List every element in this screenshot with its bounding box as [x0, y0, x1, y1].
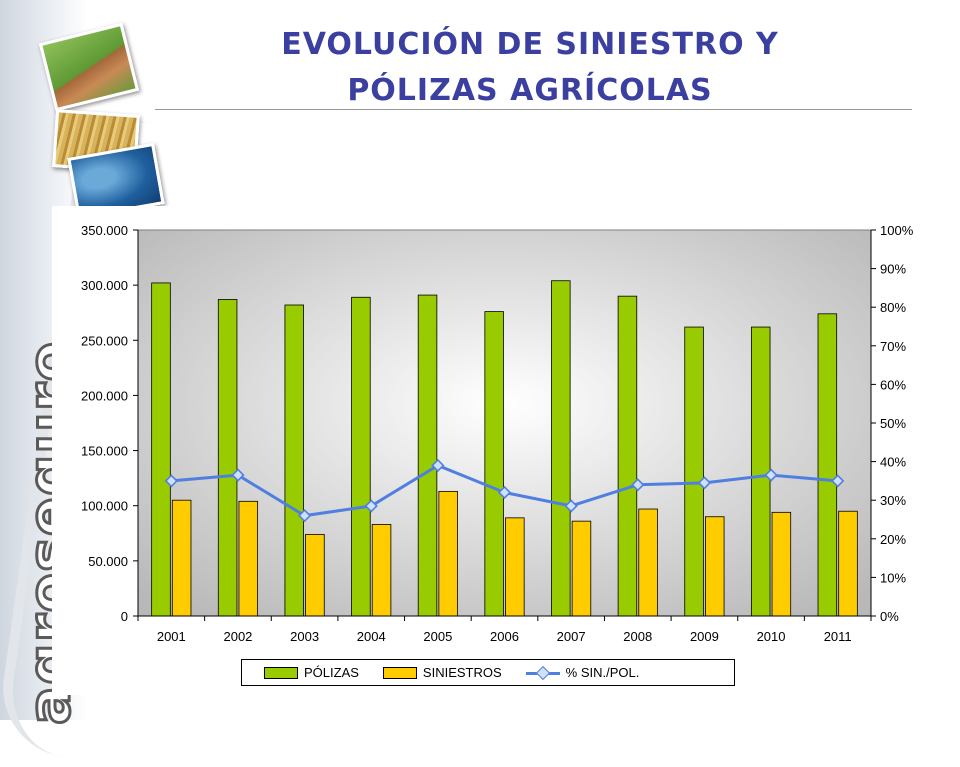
ratio-point-2001 [164, 474, 178, 488]
ratio-point-2004 [364, 499, 378, 513]
y-right-tick-label: 10% [880, 570, 906, 585]
y-right-tick-label: 90% [880, 262, 906, 277]
bar-siniestros-2005 [438, 490, 458, 617]
ratio-point-2002 [231, 468, 245, 482]
y-right-tick-label: 50% [880, 416, 906, 431]
bar-polizas-2009 [684, 326, 704, 617]
title-line-1: EVOLUCIÓN DE SINIESTRO Y [281, 27, 779, 62]
legend-swatch-polizas [264, 666, 298, 679]
y-left-tick-label: 300.000 [81, 278, 128, 293]
combo-chart: 2001 2002 2003 2004 2005 2006 2007 2008 2009 2010… [81, 223, 914, 644]
y-left-tick-label: 0 [121, 609, 128, 624]
plot-area [137, 229, 872, 617]
y-right-tick-label: 60% [880, 377, 906, 392]
bar-polizas-2011 [817, 313, 838, 617]
y-right-tick-label: 30% [880, 493, 906, 508]
x-tick-label-2007: 2007 [557, 629, 586, 644]
x-tick-label-2001: 2001 [157, 629, 186, 644]
y-right-tick-label: 80% [880, 300, 906, 315]
legend-item-ratio: % SIN./POL. [525, 665, 640, 680]
bar-polizas-2008 [617, 295, 638, 617]
x-tick-label-2004: 2004 [357, 629, 386, 644]
legend-label-ratio: % SIN./POL. [565, 665, 640, 680]
title-divider [155, 109, 912, 110]
y-left-tick-label: 150.000 [81, 444, 128, 459]
legend-swatch-siniestros [382, 666, 417, 679]
bar-polizas-2010 [750, 326, 771, 617]
bar-siniestros-2010 [771, 511, 792, 617]
y-left-tick-label: 250.000 [81, 333, 128, 348]
bar-polizas-2003 [284, 304, 304, 617]
bar-polizas-2002 [217, 299, 238, 617]
legend-item-polizas: PÓLIZAS [264, 665, 359, 680]
y-right-tick-label: 20% [880, 532, 906, 547]
bar-siniestros-2006 [505, 517, 525, 617]
legend-label-siniestros: SINIESTROS [422, 665, 502, 680]
x-tick-label-2009: 2009 [690, 629, 719, 644]
x-tick-label-2003: 2003 [290, 629, 319, 644]
bar-siniestros-2008 [638, 508, 658, 617]
ratio-point-2007 [564, 499, 578, 513]
ratio-point-2006 [497, 485, 512, 500]
y-left-tick-label: 50.000 [88, 554, 128, 569]
x-tick-label-2002: 2002 [223, 629, 252, 644]
legend-swatch-ratio [525, 667, 560, 679]
chart-panel: 2001 2002 2003 2004 2005 2006 2007 2008 2009 2010… [52, 206, 945, 695]
bar-polizas-2001 [151, 282, 171, 617]
bar-polizas-2006 [484, 311, 504, 617]
bar-siniestros-2001 [171, 499, 192, 617]
x-tick-label-2005: 2005 [423, 629, 452, 644]
ratio-point-2005 [431, 458, 445, 473]
ratio-point-2009 [697, 476, 712, 490]
y-left-tick-label: 100.000 [81, 499, 128, 514]
y-right-tick-label: 70% [880, 339, 906, 354]
chart-legend: PÓLIZAS SINIESTROS % SIN./POL. [241, 659, 735, 686]
bar-polizas-2004 [351, 296, 371, 617]
bar-siniestros-2004 [371, 524, 392, 617]
bar-siniestros-2009 [705, 516, 725, 617]
x-tick-label-2008: 2008 [623, 629, 652, 644]
y-right-tick-label: 100% [880, 223, 914, 238]
x-tick-label-2010: 2010 [757, 629, 786, 644]
bar-polizas-2007 [551, 280, 571, 617]
bar-siniestros-2011 [838, 510, 858, 617]
ratio-point-2011 [831, 474, 845, 488]
legend-label-polizas: PÓLIZAS [304, 665, 359, 680]
y-left-tick-label: 350.000 [81, 223, 128, 238]
y-right-tick-label: 0% [880, 609, 899, 624]
ratio-point-2010 [764, 468, 778, 482]
bar-siniestros-2002 [238, 500, 259, 617]
ratio-point-2008 [631, 478, 645, 492]
bar-siniestros-2003 [305, 533, 325, 617]
x-tick-label-2006: 2006 [490, 629, 519, 644]
y-left-tick-label: 200.000 [81, 388, 128, 403]
bar-polizas-2005 [417, 294, 438, 617]
title-line-2: PÓLIZAS AGRÍCOLAS [347, 73, 713, 108]
bar-siniestros-2007 [571, 520, 592, 617]
page-title: EVOLUCIÓN DE SINIESTRO Y PÓLIZAS AGRÍCOL… [170, 22, 890, 114]
x-tick-label-2011: 2011 [824, 629, 852, 644]
y-right-tick-label: 40% [880, 455, 906, 470]
ratio-point-2003 [297, 509, 312, 523]
legend-item-siniestros: SINIESTROS [382, 665, 502, 680]
